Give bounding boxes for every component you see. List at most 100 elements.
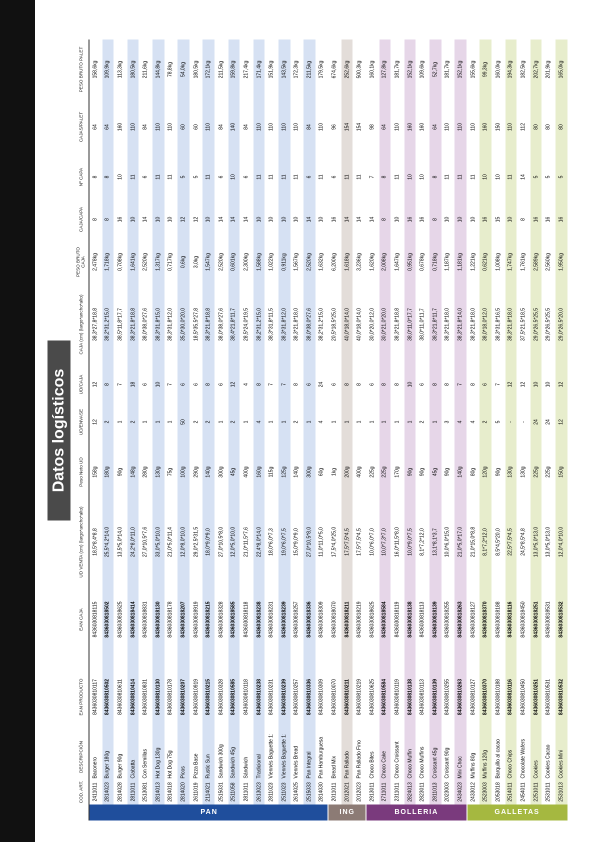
cell: 10 — [454, 199, 467, 240]
cell: 144,8kg — [151, 39, 165, 100]
cell: 202,7kg — [529, 39, 543, 100]
cell: 8 — [391, 364, 404, 405]
cell: 13,0*5,0*13,0 — [529, 504, 543, 580]
cell: 10,0*9,0*7,5 — [403, 504, 417, 580]
cell: 8436030810531 — [542, 659, 555, 735]
cell: 1,618kg — [340, 239, 354, 285]
cell: 8 — [429, 364, 442, 405]
cell: 8436030810239 — [277, 659, 291, 735]
cell: 8436030818328 — [214, 579, 228, 660]
table-row: 2811013 Croissant 45g 8436030810139 8436030… — [429, 39, 442, 821]
cell: 13,1*8,1*3,7 — [429, 504, 442, 580]
cell: 16 — [416, 199, 430, 240]
cell: 18,0*6,0*7,3 — [265, 504, 278, 580]
cell: - — [517, 404, 530, 440]
cell: 1 — [403, 404, 417, 440]
cell: 2 — [479, 404, 492, 440]
cell: 1 — [353, 404, 367, 440]
cell: 2613023 — [252, 779, 266, 805]
cell: 8436030810070 — [328, 659, 341, 735]
cell: 11 — [290, 154, 304, 200]
group-label: BOLLERIA — [366, 804, 467, 821]
cell: 225g — [366, 439, 379, 505]
cell: 38,3*31,8*12,0 — [164, 284, 178, 365]
cell: 160,1kg — [366, 39, 379, 100]
cell: 38,4*21,8*11,7 — [227, 284, 241, 365]
cell: 11 — [252, 154, 266, 200]
cell: 50 — [177, 404, 190, 440]
column-header: UD/ENVASE — [72, 404, 89, 440]
cell: 2515031 — [214, 779, 228, 805]
cell: 75g — [164, 439, 178, 505]
cell: 38,3*31,8*12,0 — [277, 284, 291, 365]
cell: Choco Croissant — [391, 734, 404, 780]
table-row: 2814018 Hot Dog 75g 8436030810178 843603081… — [164, 39, 178, 821]
cell: 6 — [214, 154, 228, 200]
cell: 8436030818178 — [164, 579, 178, 660]
cell: 16,0*11,5*8,0 — [391, 504, 404, 580]
cell: 290g — [189, 439, 203, 505]
cell: Mini Choc — [454, 734, 467, 780]
cell: 1,718kg — [101, 239, 115, 285]
cell: 10 — [126, 199, 140, 240]
table-row: 2311011 Choco Croissant 8436030810119 84360… — [391, 39, 404, 821]
cell: 110 — [504, 99, 518, 155]
cell: 98 — [366, 99, 379, 155]
cell: 2811023 — [265, 779, 278, 805]
cell: 6 — [366, 364, 379, 405]
cell: 1,547kg — [202, 239, 215, 285]
cell: 64 — [378, 99, 392, 155]
cell: 10 — [315, 199, 329, 240]
cell: 24,5*8,5*4,8 — [517, 504, 530, 580]
cell: 110 — [202, 99, 215, 155]
cell: 0,6kg — [177, 239, 190, 285]
group-label: PAN — [89, 804, 329, 821]
cell: 2454011 — [517, 779, 530, 805]
table-row: GALLETAS 2433012 Muffins 80g 8436030810127 8… — [466, 39, 568, 821]
cell: 127,8kg — [378, 39, 392, 100]
cell: 8 — [252, 364, 266, 405]
cell: 2114021 — [202, 779, 215, 805]
cell: 8436030818531 — [542, 579, 555, 660]
cell: 110 — [151, 99, 165, 155]
cell: 78,8kg — [164, 39, 178, 100]
cell: 11 — [315, 154, 329, 200]
cell: 2 — [189, 404, 203, 440]
cell: 8436030818118 — [240, 579, 253, 660]
cell: 80 — [529, 99, 543, 155]
cell: 0,678kg — [416, 239, 430, 285]
cell: 8436030810116 — [504, 659, 518, 735]
cell: 21,0*11,5*7,6 — [240, 504, 253, 580]
cell: 10,0*6,0*7,0 — [366, 504, 379, 580]
cell: 6 — [240, 154, 253, 200]
cell: 109,9kg — [101, 39, 115, 100]
cell: Croissant 45g — [429, 734, 442, 780]
cell: 15 — [492, 199, 505, 240]
cell: 140g — [202, 439, 215, 505]
cell: 14 — [303, 199, 316, 240]
cell: 11 — [164, 154, 178, 200]
cell: 110 — [391, 99, 404, 155]
cell: 110 — [466, 99, 480, 155]
cell: 14 — [139, 199, 152, 240]
cell: 8436030818919 — [189, 579, 203, 660]
cell: 12 — [177, 199, 190, 240]
table-row: 2824013 Choco Muffin 8436030810138 84360308… — [403, 39, 417, 821]
cell: 13,0*5,0*13,0 — [542, 504, 555, 580]
cell: Cookies Mini — [554, 734, 568, 780]
cell: 38,0*38,0*27,6 — [303, 284, 316, 365]
cell: 8436030818625 — [114, 579, 127, 660]
cell: 22,5*7,5*4,5 — [504, 504, 518, 580]
cell: 10 — [466, 199, 480, 240]
table-row: ING 2011011 Bread Mix 8436030810070 84360308… — [328, 39, 367, 821]
cell: 80 — [542, 99, 555, 155]
cell: 2,520kg — [139, 239, 152, 285]
table-row: 2814028 Burger 90g 8436030810611 8436030818… — [114, 39, 127, 821]
cell: 21,0*5,0*11,4 — [164, 504, 178, 580]
cell: 6 — [416, 364, 430, 405]
cell: 8436030810188 — [492, 659, 505, 735]
cell: Bread Mix — [328, 734, 341, 780]
cell: 8436030810414 — [126, 659, 140, 735]
cell: 38,3*21,8*18,8 — [126, 284, 140, 365]
cell: 1,022kg — [265, 239, 278, 285]
